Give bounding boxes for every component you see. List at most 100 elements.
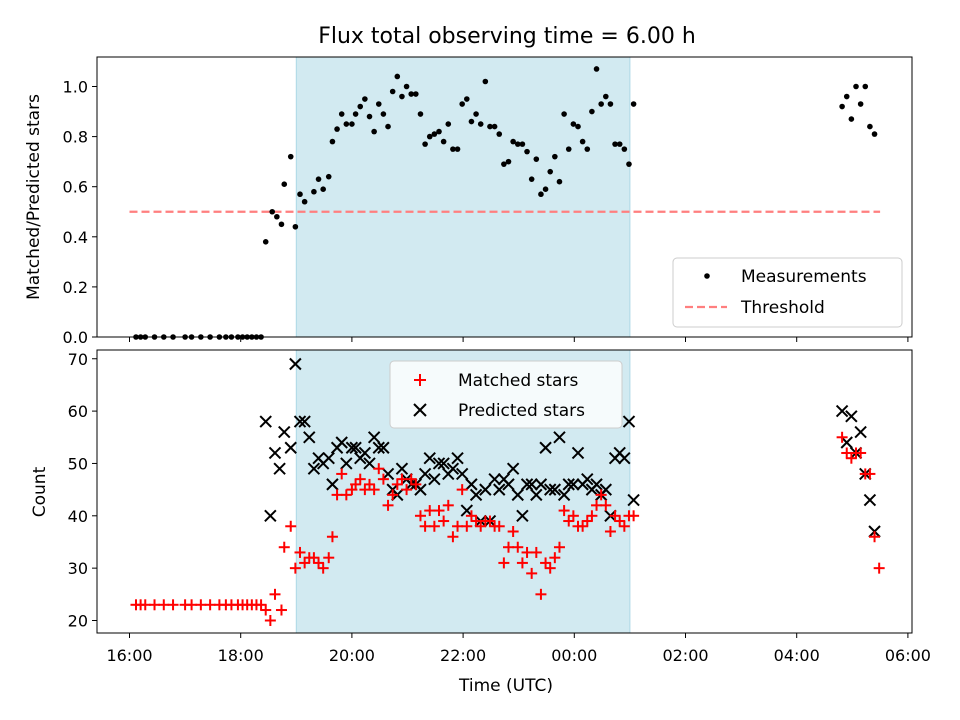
measurement-point (459, 101, 465, 107)
measurement-point (612, 141, 618, 147)
predicted-stars-point (543, 483, 557, 496)
matched-stars-point (507, 526, 519, 538)
measurement-point (445, 121, 452, 127)
measurement-point (561, 111, 567, 117)
measurement-point (431, 131, 438, 137)
measurement-point (394, 73, 401, 80)
matched-stars-point (294, 546, 306, 558)
predicted-stars-point (293, 415, 307, 428)
measurement-point (514, 141, 521, 147)
measurement-point (329, 138, 336, 145)
measurement-point (301, 198, 308, 205)
predicted-stars-point (273, 462, 286, 475)
matched-stars-point (323, 552, 335, 564)
count-y-tick-label: 30 (68, 559, 88, 578)
matched-stars-point (419, 520, 431, 532)
predicted-stars-point (553, 431, 566, 444)
measurement-point (524, 148, 530, 155)
measurement-point (343, 121, 350, 127)
predicted-stars-point (835, 404, 849, 418)
measurement-point (408, 91, 415, 97)
predicted-stars-point (562, 478, 575, 491)
measurement-point (556, 178, 563, 185)
measurement-point (417, 111, 424, 117)
matched-stars-point (452, 520, 464, 532)
matched-stars-point (586, 510, 598, 522)
matched-stars-point (326, 531, 338, 543)
predicted-stars-point (622, 415, 636, 428)
predicted-stars-point (479, 483, 492, 496)
matched-stars-point (382, 499, 394, 511)
predicted-stars-point (340, 457, 353, 470)
predicted-stars-point (307, 462, 321, 475)
measurement-point (857, 101, 864, 107)
measurement-point (436, 128, 442, 135)
measurement-point (389, 88, 396, 95)
predicted-stars-point (349, 441, 362, 454)
predicted-stars-point (335, 436, 348, 449)
measurement-point (871, 131, 878, 137)
count-y-tick-label: 70 (68, 350, 88, 369)
matched-stars-point (354, 473, 366, 485)
count-panel: 20 30 40 50 60 70 16:00 18:00 20:00 22:00 00:00 02… (30, 349, 931, 696)
matched-stars-point (535, 588, 547, 600)
matched-stars-point (433, 505, 445, 517)
matched-stars-point (855, 447, 867, 459)
matched-stars-point (260, 604, 272, 616)
predicted-stars-point (469, 488, 483, 502)
matched-stars-point (512, 541, 524, 553)
measurement-point (533, 156, 540, 162)
count-legend: Matched stars Predicted stars (389, 360, 623, 429)
predicted-stars-point (259, 415, 272, 428)
predicted-stars-point (581, 472, 594, 486)
predicted-stars-point (493, 483, 506, 496)
x-axis-label: Time (UTC) (458, 676, 553, 696)
measurement-point (593, 66, 600, 72)
measurement-point (292, 223, 299, 230)
matched-stars-point (396, 473, 408, 485)
predicted-stars-point (557, 488, 571, 502)
measurement-point (385, 123, 391, 130)
ratio-panel-frame (96, 56, 913, 338)
ratio-y-tick-label: 0.4 (63, 228, 88, 247)
measurement-point (357, 103, 364, 110)
measurement-point (579, 138, 586, 145)
measurement-point (274, 213, 280, 220)
matched-stars-point (278, 541, 290, 553)
shaded-span-ratio (295, 56, 631, 338)
matched-stars-point (493, 520, 505, 532)
count-y-axis-label: Count (30, 466, 50, 517)
matched-stars-point (600, 499, 612, 511)
predicted-stars-point (372, 441, 385, 454)
measurement-point (262, 239, 269, 245)
measurement-point (362, 96, 368, 102)
matched-stars-point (158, 599, 170, 611)
legend-measurements-marker (704, 273, 710, 279)
matched-stars-point (139, 599, 151, 611)
measurement-point (403, 83, 410, 90)
measurement-point (552, 153, 558, 160)
measurement-point (496, 131, 503, 137)
measurement-point (867, 123, 873, 130)
matched-stars-point (567, 510, 579, 522)
measurement-point (565, 146, 572, 152)
matched-stars-point (377, 473, 389, 485)
measurement-point (570, 121, 577, 127)
measurement-point (413, 91, 419, 97)
measurement-point (352, 111, 359, 117)
legend-threshold-label: Threshold (740, 298, 825, 318)
ratio-y-tick-label: 1.0 (63, 78, 88, 97)
x-tick-label: 00:00 (551, 646, 597, 665)
count-y-ticks: 20 30 40 50 60 70 (68, 350, 97, 631)
count-x-ticks: 16:00 18:00 20:00 22:00 00:00 02:00 04:00 06:00 (106, 633, 931, 665)
matched-stars-point (331, 489, 343, 501)
x-tick-label: 06:00 (885, 646, 931, 665)
matched-stars-point (336, 468, 348, 480)
predicted-stars-point (530, 488, 543, 502)
measurement-point (440, 138, 447, 145)
predicted-stars-point (437, 457, 450, 470)
measurement-point (311, 188, 317, 195)
measurement-point (278, 221, 285, 228)
measurement-point (287, 153, 294, 160)
measurement-point (426, 133, 433, 140)
